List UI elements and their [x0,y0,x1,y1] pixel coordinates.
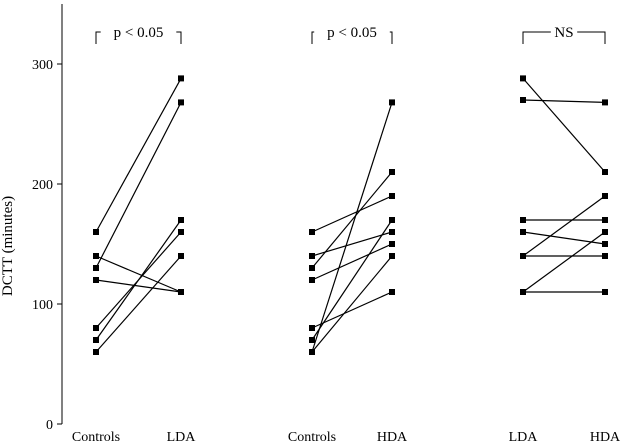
data-point [520,253,526,259]
significance-bracket-right [389,31,393,44]
paired-line [522,99,606,103]
data-point [309,277,315,283]
x-category-label: Controls [72,430,120,442]
paired-line [522,231,606,293]
paired-line [522,195,606,257]
data-point [602,241,608,247]
significance-bracket-right [176,31,182,44]
data-point [309,349,315,355]
x-category-label: LDA [167,430,197,442]
data-point [389,289,395,295]
data-point [389,253,395,259]
paired-line [311,171,393,269]
data-point [309,229,315,235]
data-point [602,229,608,235]
paired-line [95,255,182,293]
data-point [93,277,99,283]
paired-line [311,231,393,257]
data-point [520,217,526,223]
paired-line [522,231,606,245]
x-category-label: Controls [288,430,336,442]
data-point [602,253,608,259]
x-category-label: LDA [509,430,539,442]
data-point [389,229,395,235]
paired-line [311,102,393,353]
data-point [93,325,99,331]
data-point [602,289,608,295]
panel-3: LDA HDA NS [509,25,621,442]
data-point [309,265,315,271]
data-point [602,99,608,106]
paired-line [311,219,393,341]
x-category-label: HDA [377,430,408,442]
significance-bracket-right [577,31,606,44]
data-point [520,289,526,295]
data-point [520,97,526,103]
panels: Controls LDA p < 0.05 Controls HDA p < 0.05 LD… [72,25,621,442]
y-axis-label: DCTT (minutes) [0,196,16,296]
data-point [520,229,526,235]
paired-line [311,291,393,329]
data-point [389,193,395,199]
significance-bracket-left [311,31,315,44]
data-point [389,217,395,223]
data-point [602,217,608,223]
panel-2: Controls HDA p < 0.05 [288,25,408,442]
data-point [93,265,99,271]
data-point [602,193,608,199]
x-category-label: HDA [590,430,621,442]
paired-line [95,102,182,269]
data-point [520,75,526,82]
paired-line [311,255,393,353]
data-point [178,217,184,223]
panel-1: Controls LDA p < 0.05 [72,25,196,442]
y-tick-label: 300 [32,58,53,73]
significance-label: p < 0.05 [114,25,164,41]
paired-line [95,279,182,293]
data-point [389,99,395,106]
significance-label: NS [554,25,573,41]
data-point [309,337,315,343]
y-tick-label: 100 [32,298,53,313]
y-tick-label: 200 [32,178,53,193]
data-point [178,229,184,235]
data-point [178,99,184,106]
y-ticks: 0 100 200 300 [32,58,62,433]
paired-line [95,78,182,233]
significance-bracket-left [95,31,101,44]
data-point [93,337,99,343]
data-point [389,241,395,247]
data-point [178,289,184,295]
paired-line [522,78,606,173]
data-point [389,169,395,175]
data-point [93,349,99,355]
paired-line [311,195,393,233]
paired-line [95,255,182,353]
data-point [602,169,608,175]
data-point [178,75,184,82]
data-point [93,229,99,235]
y-tick-label: 0 [46,418,53,433]
data-point [309,325,315,331]
significance-bracket-left [522,31,551,44]
paired-line [311,243,393,281]
data-point [178,253,184,259]
paired-line [95,219,182,341]
data-point [93,253,99,259]
data-point [309,253,315,259]
significance-label: p < 0.05 [327,25,377,41]
